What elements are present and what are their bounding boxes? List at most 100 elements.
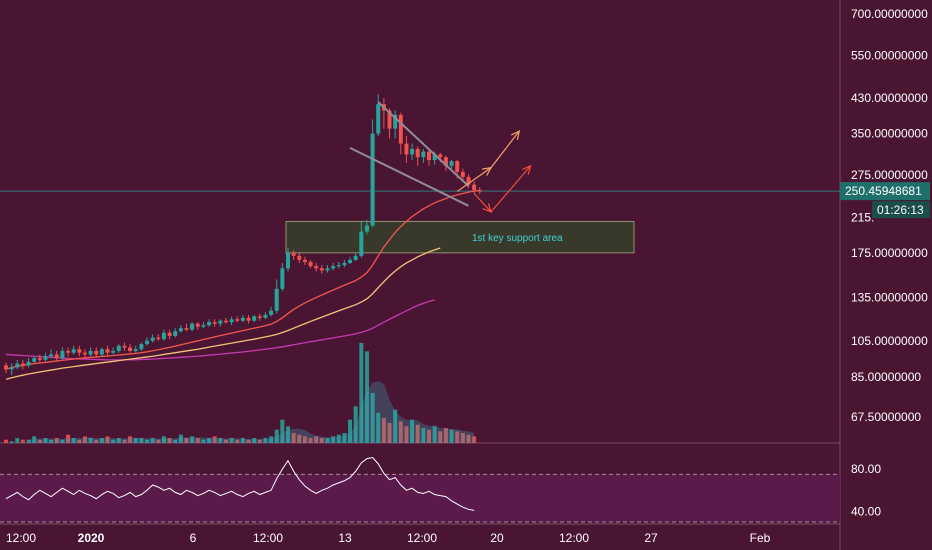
volume-ma-area	[28, 381, 475, 443]
candle-body	[387, 110, 392, 129]
wedge-lower-line[interactable]	[349, 146, 469, 207]
volume-bar	[128, 436, 133, 443]
candle-body	[139, 344, 144, 350]
drawings[interactable]	[349, 101, 532, 213]
volume-bar	[376, 413, 381, 443]
volume-bar	[381, 418, 386, 443]
candle-body	[302, 259, 307, 262]
volume-bar	[184, 438, 189, 443]
candle-body	[207, 322, 212, 326]
candle-body	[150, 337, 155, 341]
volume-bar	[455, 431, 460, 443]
support-area-label: 1st key support area	[472, 233, 563, 244]
candle-body	[37, 358, 42, 360]
volume-bar	[325, 438, 330, 443]
candle	[173, 328, 178, 338]
volume-bar	[353, 406, 358, 443]
volume-bar	[167, 438, 172, 443]
volume-bar	[229, 438, 234, 443]
candle-body	[161, 332, 166, 340]
candle	[82, 349, 87, 359]
candle	[257, 313, 262, 321]
candle-body	[145, 340, 149, 345]
candle-body	[223, 320, 228, 323]
candle-body	[342, 262, 347, 266]
candle	[88, 347, 93, 357]
candle	[229, 316, 234, 326]
candle	[190, 322, 195, 332]
candle	[20, 359, 25, 370]
time-tick-label: 12:00	[253, 531, 283, 545]
candle-body	[184, 328, 189, 330]
candle-body	[370, 133, 375, 226]
candle	[263, 312, 268, 320]
volume-bar	[133, 438, 138, 443]
price-axis[interactable]: 700.00000000 550.00000000 430.00000000 350.…	[851, 7, 928, 518]
volume-bar	[156, 439, 161, 443]
candle	[218, 319, 223, 327]
candle	[9, 363, 14, 376]
volume-bar	[145, 439, 149, 443]
ma-mid-line	[5, 247, 441, 380]
candle-body	[280, 268, 285, 289]
candle	[184, 323, 189, 332]
candle-body	[116, 345, 121, 351]
candle-body	[472, 184, 477, 191]
candle-body	[229, 319, 234, 323]
candle	[212, 319, 217, 327]
volume-bar	[269, 436, 274, 443]
support-area-box[interactable]	[285, 220, 635, 254]
candle-body	[404, 143, 409, 155]
candle	[331, 262, 336, 271]
candle	[139, 342, 144, 351]
candle-body	[9, 367, 14, 370]
candle-body	[94, 350, 99, 355]
price-tick-label: 67.50000000	[851, 410, 921, 424]
candle	[269, 306, 274, 317]
current-price-label: 250.45948681	[845, 184, 922, 198]
candle-body	[336, 265, 341, 267]
candle	[359, 221, 364, 258]
volume-bar	[37, 439, 42, 443]
candle-body	[269, 310, 274, 315]
candle	[122, 342, 127, 351]
candle	[94, 347, 99, 359]
volume-bar	[54, 438, 59, 443]
volume-bar	[319, 438, 324, 443]
candle	[195, 322, 200, 330]
volume-bar	[4, 439, 8, 443]
volume-bar	[398, 421, 403, 443]
candle	[297, 252, 302, 263]
time-axis[interactable]: 12:00 2020 6 12:00 13 12:00 20 12:00 27 Feb	[6, 531, 771, 545]
volume-bar	[15, 438, 20, 443]
volume-bar	[32, 436, 37, 443]
candle	[376, 94, 381, 136]
volume-bar	[393, 409, 398, 443]
volume-bar	[43, 438, 48, 443]
candle-body	[376, 104, 381, 134]
candle	[235, 316, 240, 323]
candle	[207, 319, 212, 327]
candle-body	[32, 358, 37, 362]
volume-bar	[286, 426, 290, 443]
rsi-band	[0, 474, 840, 522]
candle-body	[122, 345, 127, 348]
candle-body	[331, 266, 336, 269]
time-tick-label: 2020	[78, 531, 105, 545]
candle	[43, 352, 48, 362]
time-tick-label: 12:00	[6, 531, 36, 545]
volume-bar	[443, 428, 448, 443]
candle	[32, 356, 37, 364]
volume-bar	[252, 438, 257, 443]
candle-body	[60, 350, 65, 359]
candle-body	[438, 154, 443, 158]
candle	[161, 329, 166, 341]
volume-bar	[415, 424, 420, 443]
wedge-upper-line[interactable]	[377, 101, 470, 187]
candle	[336, 261, 341, 269]
candle	[77, 345, 82, 357]
candle-body	[128, 347, 133, 351]
volume-bar	[178, 434, 183, 443]
volume-bar	[263, 438, 268, 443]
